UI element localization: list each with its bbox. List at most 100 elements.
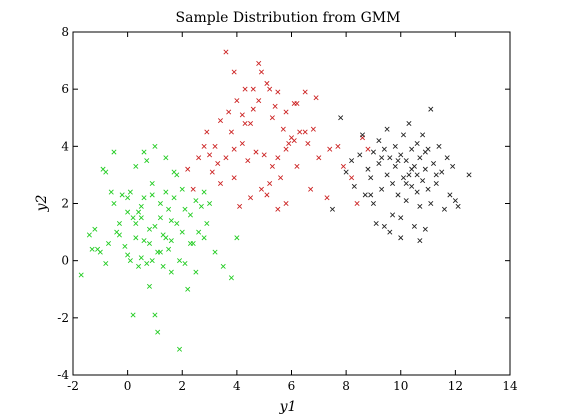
data-point — [187, 212, 193, 218]
data-point — [248, 120, 254, 126]
data-point — [125, 195, 131, 201]
data-point — [138, 255, 144, 261]
data-point — [390, 212, 396, 218]
data-point — [447, 192, 453, 198]
x-tick-label: 6 — [288, 379, 296, 393]
data-point — [248, 195, 254, 201]
data-point — [231, 69, 237, 75]
data-point — [269, 115, 275, 121]
data-point — [215, 160, 221, 167]
data-point — [261, 152, 267, 158]
y-tick-label: 2 — [61, 197, 69, 211]
data-point — [417, 155, 423, 161]
data-point — [428, 106, 434, 112]
data-point — [327, 146, 333, 152]
data-point — [157, 200, 163, 207]
data-point — [130, 312, 136, 318]
y-tick-label: -2 — [57, 311, 69, 325]
data-point — [125, 252, 131, 258]
data-point — [392, 143, 398, 149]
data-point — [403, 198, 409, 204]
data-point — [450, 163, 456, 169]
data-point — [267, 86, 273, 92]
data-point — [422, 166, 428, 172]
y-tick-label: 4 — [61, 139, 69, 153]
data-point — [111, 200, 117, 207]
data-point — [157, 249, 163, 255]
chart-title: Sample Distribution from GMM — [176, 10, 401, 26]
data-point — [267, 180, 273, 187]
y-tick-label: 6 — [61, 82, 69, 96]
data-point — [335, 143, 341, 149]
data-point — [409, 183, 415, 189]
data-point — [283, 146, 289, 152]
data-point — [272, 103, 278, 109]
data-point — [163, 189, 169, 195]
data-point — [365, 146, 371, 152]
data-point — [398, 152, 404, 158]
data-point — [182, 206, 188, 212]
data-point — [133, 235, 139, 241]
data-point — [387, 229, 393, 235]
data-point — [444, 155, 450, 161]
data-point — [177, 258, 183, 264]
data-point — [291, 100, 297, 106]
data-point — [242, 120, 248, 126]
data-point — [297, 129, 303, 135]
y-tick-label: 0 — [61, 254, 69, 268]
data-point — [217, 118, 224, 124]
data-point — [439, 169, 445, 175]
data-point — [370, 149, 376, 155]
data-point — [196, 229, 202, 235]
data-point — [414, 172, 420, 178]
data-point — [207, 200, 213, 207]
data-point — [242, 86, 248, 92]
data-point — [133, 220, 139, 227]
data-point — [264, 192, 270, 198]
data-point — [362, 192, 368, 198]
data-point — [228, 275, 234, 281]
data-point — [177, 346, 183, 352]
data-point — [365, 166, 371, 172]
x-tick-label: 0 — [124, 379, 132, 393]
data-point — [258, 69, 264, 75]
data-point — [381, 223, 387, 229]
data-point — [414, 189, 420, 195]
data-point — [166, 246, 172, 252]
data-point — [141, 149, 147, 155]
x-tick-label: 10 — [393, 379, 408, 393]
axes-box — [72, 31, 511, 376]
data-point — [95, 246, 101, 252]
data-point — [428, 200, 434, 207]
data-point — [302, 129, 308, 135]
data-point — [136, 209, 142, 215]
data-point — [349, 175, 355, 181]
data-point — [234, 98, 240, 104]
data-point — [89, 246, 95, 252]
series-0 — [78, 143, 240, 352]
data-point — [138, 203, 144, 209]
data-point — [146, 226, 152, 232]
x-tick-label: 2 — [178, 379, 186, 393]
data-point — [119, 192, 125, 198]
data-point — [343, 169, 349, 175]
data-point — [223, 49, 229, 55]
data-point — [305, 140, 311, 146]
x-tick-label: 4 — [233, 379, 241, 393]
x-tick-label: 8 — [342, 379, 350, 393]
data-point — [204, 129, 210, 135]
data-point — [253, 149, 259, 155]
data-point — [264, 80, 270, 86]
data-point — [174, 220, 180, 227]
data-point — [340, 163, 346, 169]
data-point — [370, 200, 376, 207]
data-point — [239, 112, 245, 118]
data-point — [384, 172, 390, 178]
data-point — [168, 218, 174, 224]
data-point — [258, 186, 264, 192]
data-point — [201, 143, 207, 149]
data-point — [269, 163, 275, 169]
data-point — [141, 238, 147, 244]
data-point — [133, 163, 139, 169]
